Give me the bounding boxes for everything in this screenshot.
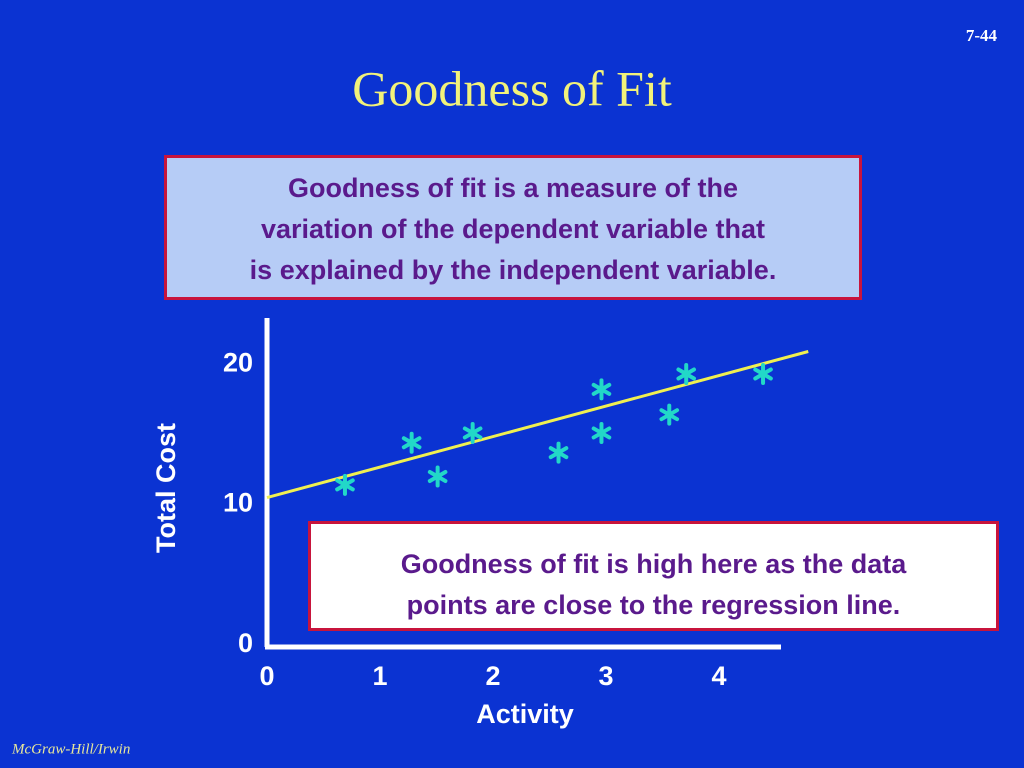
footer: McGraw-Hill/Irwin <box>11 741 130 757</box>
y-tick-label: 20 <box>223 347 253 377</box>
data-point <box>401 431 422 454</box>
x-tick-label: 4 <box>711 661 726 691</box>
note-box: Goodness of fit is high here as the data… <box>308 521 999 631</box>
y-axis-label: Total Cost <box>151 423 181 553</box>
x-tick-label: 2 <box>485 661 500 691</box>
definition-box: Goodness of fit is a measure of the varia… <box>164 155 862 300</box>
y-tick-label: 0 <box>238 628 253 658</box>
data-point <box>548 441 569 464</box>
x-axis-label: Activity <box>476 699 574 729</box>
data-point <box>335 473 355 496</box>
box-line: points are close to the regression line. <box>406 590 901 620</box>
box-line: variation of the dependent variable that <box>260 214 766 244</box>
data-point <box>753 362 773 385</box>
box-line: Goodness of fit is high here as the data <box>400 549 907 579</box>
data-point <box>462 421 483 444</box>
x-tick-label: 0 <box>259 661 274 691</box>
x-tick-label: 3 <box>598 661 613 691</box>
regression-line <box>266 350 809 499</box>
data-point <box>676 362 697 385</box>
data-point <box>427 465 448 488</box>
box-line: is explained by the independent variable… <box>249 255 777 285</box>
slide-title: Goodness of Fit <box>352 60 672 116</box>
data-point <box>591 421 612 444</box>
data-point <box>591 378 612 401</box>
data-point <box>659 403 680 426</box>
x-tick-label: 1 <box>372 661 387 691</box>
slide-number: 7-44 <box>966 26 998 45</box>
box-line: Goodness of fit is a measure of the <box>287 173 739 203</box>
y-tick-label: 10 <box>223 488 253 518</box>
